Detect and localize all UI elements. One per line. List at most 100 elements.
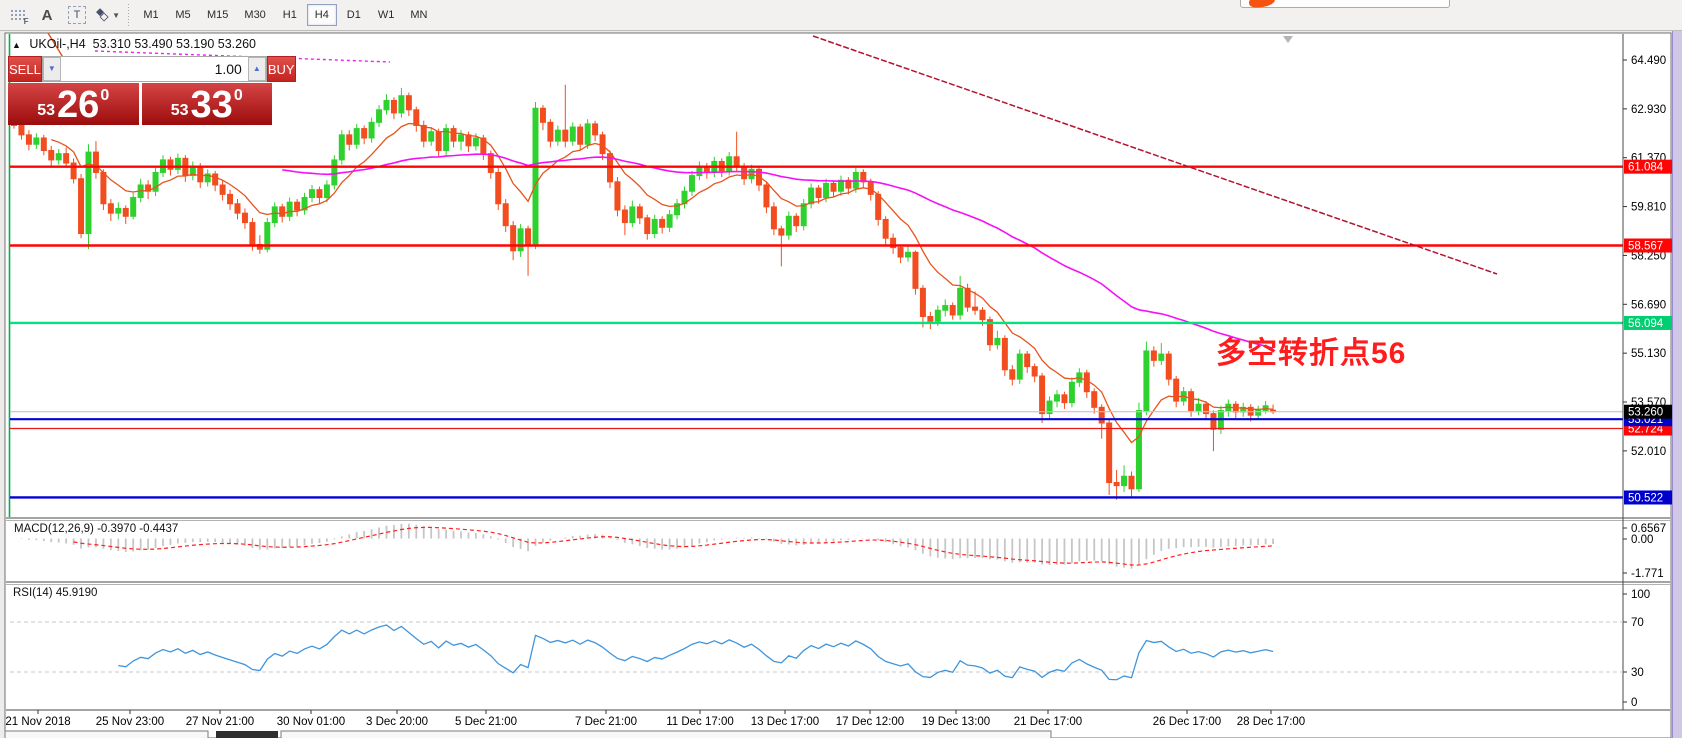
candle-body[interactable] xyxy=(651,218,658,235)
candle-body[interactable] xyxy=(1039,375,1046,415)
candle-body[interactable] xyxy=(674,203,681,216)
candle-body[interactable] xyxy=(331,159,338,186)
candle-body[interactable] xyxy=(942,305,949,311)
candle-body[interactable] xyxy=(390,99,397,114)
candle-body[interactable] xyxy=(547,121,554,142)
candle-body[interactable] xyxy=(323,184,330,198)
candle-body[interactable] xyxy=(33,137,40,145)
candle-body[interactable] xyxy=(204,173,211,183)
candle-body[interactable] xyxy=(1009,369,1016,380)
buy-price-display[interactable]: 53 33 0 xyxy=(141,83,272,125)
text-box-icon[interactable]: T xyxy=(64,3,90,27)
candle-body[interactable] xyxy=(629,206,636,224)
candle-body[interactable] xyxy=(666,214,673,228)
candle-body[interactable] xyxy=(1046,400,1053,415)
timeframe-m30-button[interactable]: M30 xyxy=(237,4,272,26)
timeframe-d1-button[interactable]: D1 xyxy=(339,4,369,26)
candle-body[interactable] xyxy=(808,187,815,205)
timeframe-h4-button[interactable]: H4 xyxy=(306,4,337,26)
candle-body[interactable] xyxy=(726,156,733,172)
bottom-tab-dark[interactable] xyxy=(216,731,278,738)
candle-body[interactable] xyxy=(763,184,770,208)
candle-body[interactable] xyxy=(55,153,62,161)
text-label-icon[interactable]: A xyxy=(41,6,53,24)
candle-body[interactable] xyxy=(502,203,509,227)
chinese-annotation-text[interactable]: 多空转折点56 xyxy=(1216,337,1407,370)
candle-body[interactable] xyxy=(1061,394,1068,404)
candle-body[interactable] xyxy=(614,181,621,211)
timeframe-m15-button[interactable]: M15 xyxy=(200,4,235,26)
candle-body[interactable] xyxy=(964,287,971,308)
candle-body[interactable] xyxy=(986,319,993,346)
candle-body[interactable] xyxy=(405,95,412,111)
candle-body[interactable] xyxy=(174,157,181,170)
candle-body[interactable] xyxy=(78,178,85,235)
candle-body[interactable] xyxy=(1031,366,1038,377)
candle-body[interactable] xyxy=(100,171,107,205)
candle-body[interactable] xyxy=(897,247,904,258)
candle-body[interactable] xyxy=(539,107,546,123)
bottom-tab-left[interactable] xyxy=(4,730,209,738)
candle-body[interactable] xyxy=(167,159,174,170)
candle-body[interactable] xyxy=(860,171,867,183)
candle-body[interactable] xyxy=(554,129,561,142)
candle-body[interactable] xyxy=(882,218,889,239)
candle-body[interactable] xyxy=(599,134,606,155)
buy-button[interactable]: BUY xyxy=(266,56,296,82)
candle-body[interactable] xyxy=(1113,482,1120,487)
candle-body[interactable] xyxy=(85,151,92,235)
candle-body[interactable] xyxy=(271,206,278,224)
candle-body[interactable] xyxy=(1203,403,1209,415)
candle-body[interactable] xyxy=(18,124,25,136)
candle-body[interactable] xyxy=(934,309,941,322)
sell-price-display[interactable]: 53 26 0 xyxy=(8,83,139,125)
timeframe-m1-button[interactable]: M1 xyxy=(136,4,166,26)
candle-body[interactable] xyxy=(1024,353,1031,368)
candle-body[interactable] xyxy=(1255,409,1262,416)
candle-body[interactable] xyxy=(659,218,666,228)
candle-body[interactable] xyxy=(845,179,852,189)
candle-body[interactable] xyxy=(450,128,457,142)
cutoff-floating-window[interactable] xyxy=(1240,0,1450,9)
candle-body[interactable] xyxy=(286,201,293,217)
candle-body[interactable] xyxy=(241,212,248,224)
trendline-layer[interactable] xyxy=(812,35,1498,275)
candle-body[interactable] xyxy=(1091,391,1098,408)
candle-body[interactable] xyxy=(338,134,345,161)
candle-body[interactable] xyxy=(1135,409,1142,490)
candle-body[interactable] xyxy=(361,128,368,139)
candle-body[interactable] xyxy=(115,207,122,214)
candle-body[interactable] xyxy=(309,189,315,198)
candle-body[interactable] xyxy=(1016,353,1023,380)
candle-body[interactable] xyxy=(785,215,792,236)
candle-body[interactable] xyxy=(279,206,286,217)
candle-body[interactable] xyxy=(294,201,301,211)
candle-body[interactable] xyxy=(465,134,472,147)
candle-body[interactable] xyxy=(249,222,256,245)
candle-body[interactable] xyxy=(458,134,464,142)
candle-body[interactable] xyxy=(525,228,532,245)
candle-body[interactable] xyxy=(1001,337,1008,371)
candle-body[interactable] xyxy=(778,228,785,236)
candle-body[interactable] xyxy=(1128,475,1135,490)
candle-body[interactable] xyxy=(688,175,695,192)
candle-body[interactable] xyxy=(1143,350,1150,411)
candle-body[interactable] xyxy=(25,134,32,145)
down-trendline[interactable] xyxy=(812,35,1498,275)
candle-body[interactable] xyxy=(70,162,77,180)
candle-body[interactable] xyxy=(793,215,800,227)
candle-body[interactable] xyxy=(227,193,234,205)
candle-body[interactable] xyxy=(1083,372,1090,393)
candle-body[interactable] xyxy=(130,196,137,217)
chart-shift-marker-icon[interactable] xyxy=(1283,36,1293,43)
candle-body[interactable] xyxy=(823,182,830,198)
volume-increase-button[interactable]: ▲ xyxy=(247,57,266,81)
candle-body[interactable] xyxy=(569,126,576,142)
candle-body[interactable] xyxy=(92,151,99,173)
candle-body[interactable] xyxy=(1173,378,1180,402)
bottom-tab-right[interactable] xyxy=(280,730,1052,738)
candle-body[interactable] xyxy=(420,124,427,142)
volume-input[interactable] xyxy=(60,57,248,81)
candle-body[interactable] xyxy=(48,150,55,161)
candle-body[interactable] xyxy=(577,126,584,145)
